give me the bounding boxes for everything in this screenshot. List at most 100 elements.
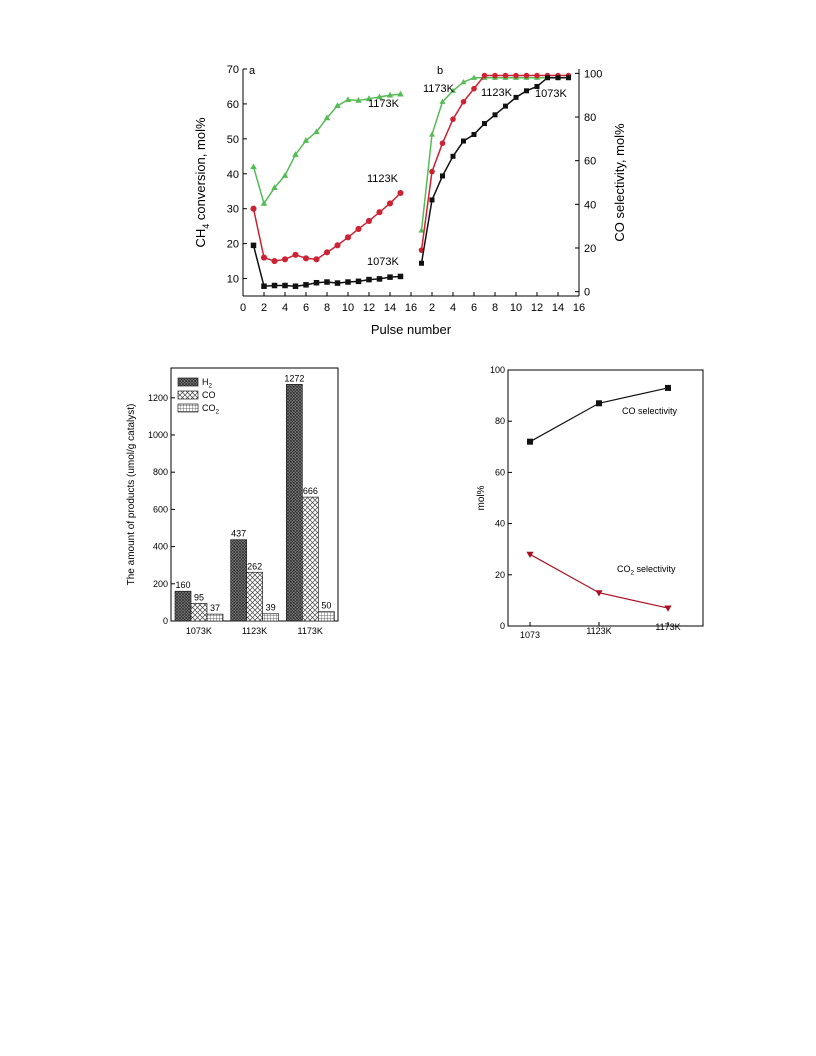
- panel-a-point-1123K: [376, 209, 383, 216]
- panel-d-marks: CO selectivity CO2 selectivity: [526, 384, 678, 612]
- panel-a-point-1073K: [366, 276, 372, 283]
- panel-a-x-tick-label: 12: [363, 302, 375, 314]
- panel-d-point: [596, 400, 602, 407]
- panel-c-y-tick-label: 400: [153, 542, 168, 552]
- panel-d-category-label: 1073: [520, 630, 540, 640]
- panel-c-data-label: 666: [303, 486, 318, 496]
- panel-a-point-1123K: [292, 251, 299, 258]
- panel-b-point-1073K: [545, 75, 550, 81]
- panel-a-point-1173K: [250, 163, 257, 170]
- panel-b-chart: 0 20 40 60 80 100 2 4 6 8 10 12 14 16 b CO selectivity,…: [411, 65, 627, 314]
- panel-a-point-1073K: [324, 279, 330, 285]
- panel-b-y-tick-label: 0: [584, 287, 590, 299]
- panel-b-point-1073K: [471, 131, 477, 137]
- panel-d-chart: 0 20 40 60 80 100 mol% 1073 1123K 1173K CO select…: [476, 365, 704, 640]
- panel-b-point-1173K: [418, 227, 425, 233]
- panel-b-x-tick-label: 6: [471, 302, 477, 314]
- panel-b-label: b: [437, 65, 443, 77]
- panel-a-y-tick-label: 30: [227, 204, 239, 216]
- panel-b-point-1073K: [524, 88, 529, 94]
- panel-b-point-1073K: [429, 197, 435, 203]
- panel-d-frame: [507, 369, 704, 627]
- panel-a-x-tick-label: 2: [261, 302, 267, 314]
- panel-d-point: [526, 551, 534, 559]
- panel-a-y-tick-label: 20: [227, 239, 239, 251]
- panel-d-y-tick-label: 20: [495, 570, 505, 580]
- panel-a-series-label-1173K: 1173K: [368, 98, 400, 110]
- panel-c-data-label: 37: [210, 603, 220, 613]
- panel-a-x-tick-label: 4: [282, 302, 288, 314]
- panel-b-point-1073K: [534, 83, 540, 89]
- panel-b-point-1073K: [440, 173, 445, 179]
- panel-a-point-1123K: [355, 225, 362, 232]
- panel-c-data-label: 160: [175, 580, 190, 590]
- panel-d-y-tick-label: 60: [495, 467, 505, 477]
- panel-b-x-tick-label: 16: [573, 302, 585, 314]
- panel-a-point-1173K: [386, 91, 394, 98]
- panel-b-x-tick-label: 10: [510, 302, 522, 314]
- panel-c-category-label: 1073K: [186, 626, 212, 636]
- panel-c-data-label: 1272: [284, 373, 304, 383]
- panel-d-category-label: 1173K: [655, 622, 680, 632]
- panel-a-point-1173K: [292, 151, 299, 157]
- panel-b-point-1123K: [502, 72, 509, 79]
- panel-b-line-1073K: [420, 76, 569, 264]
- panel-a-point-1123K: [250, 205, 257, 212]
- pulse-number-xlabel: Pulse number: [371, 322, 452, 337]
- panel-c-bar: [285, 384, 303, 622]
- panel-a-point-1123K: [386, 200, 394, 207]
- panel-b-point-1073K: [419, 260, 424, 266]
- panel-c-y-tick-label: 1000: [148, 430, 168, 440]
- panel-c-chart: 0 200 400 600 800 1000 1200 The amount of produ…: [126, 367, 339, 636]
- panel-d-point: [595, 590, 603, 597]
- panel-a-point-1073K: [250, 242, 257, 249]
- panel-b-x-tick-label: 14: [552, 302, 564, 314]
- panel-a-point-1073K: [387, 274, 393, 280]
- panel-d-category-label: 1123K: [586, 626, 611, 636]
- panel-b-point-1123K: [429, 168, 435, 175]
- panel-b-y-tick-label: 40: [584, 199, 596, 211]
- panel-b-point-1123K: [450, 116, 456, 123]
- panel-d-y-tick-label: 100: [490, 365, 505, 375]
- panel-b-series-label-1123K: 1123K: [481, 87, 513, 99]
- panel-a-point-1123K: [344, 234, 352, 241]
- panel-a-y-tick-label: 10: [227, 274, 239, 286]
- panel-a-x-tick-label: 10: [342, 302, 354, 314]
- panel-c-bar: [301, 496, 319, 622]
- panel-a-point-1123K: [334, 242, 341, 249]
- panel-b-point-1073K: [450, 153, 456, 159]
- panel-c-data-label: 262: [247, 561, 262, 571]
- panel-a-point-1173K: [344, 96, 352, 103]
- panel-b-point-1073K: [461, 138, 466, 144]
- panel-b-point-1173K: [471, 74, 477, 80]
- panel-b-x-tick-label: 4: [450, 302, 456, 314]
- panel-b-x-tick-label: 8: [492, 302, 498, 314]
- panel-c-bar: [262, 613, 280, 622]
- panel-a-point-1123K: [397, 189, 404, 197]
- panel-d-y-tick-label: 40: [495, 519, 505, 529]
- panel-b-point-1123K: [534, 72, 540, 79]
- panel-a-point-1173K: [323, 114, 331, 121]
- panel-a-point-1173K: [260, 200, 268, 206]
- panel-c-legend-label: CO2: [202, 403, 220, 416]
- panel-c-legend-swatch: [177, 403, 199, 413]
- panel-b-point-1123K: [481, 72, 488, 79]
- panel-b-marks: 1173K 1123K 1073K: [418, 72, 572, 266]
- panel-b-point-1123K: [523, 72, 530, 79]
- panel-b-point-1123K: [513, 72, 519, 79]
- panel-a-point-1173K: [313, 128, 320, 135]
- panel-a-point-1173K: [355, 97, 362, 103]
- panel-d-axes: 0 20 40 60 80 100 mol% 1073 1123K 1173K: [476, 365, 704, 640]
- panel-a-point-1123K: [281, 256, 289, 263]
- panel-b-point-1173K: [429, 131, 435, 137]
- panel-c-data-label: 50: [321, 601, 331, 611]
- panel-c-bar: [190, 602, 208, 622]
- panel-b-series-label-1073K: 1073K: [535, 88, 567, 100]
- panel-b-point-1073K: [482, 121, 487, 127]
- panel-a-point-1123K: [313, 256, 320, 263]
- panel-b-point-1173K: [460, 78, 467, 85]
- panel-b-x-tick-label: 2: [429, 302, 435, 314]
- panel-a-point-1173K: [365, 95, 373, 101]
- panel-c-category-label: 1123K: [242, 626, 267, 636]
- panel-b-point-1073K: [513, 94, 519, 100]
